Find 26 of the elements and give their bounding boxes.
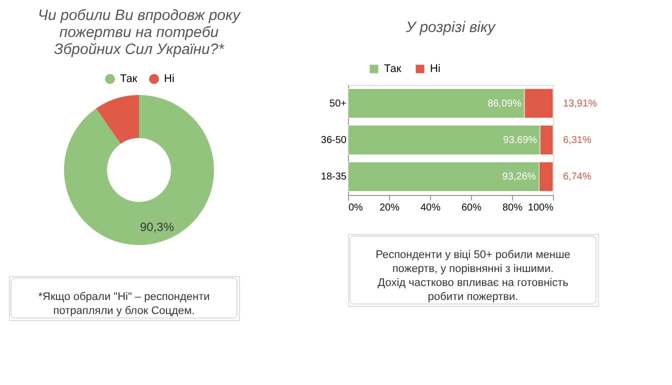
donut-slice xyxy=(64,95,214,245)
data-label: 93,69% xyxy=(503,135,538,146)
donut-slice xyxy=(96,95,139,144)
data-label: 90,3% xyxy=(140,220,174,234)
x-tick-label: 20% xyxy=(379,202,400,214)
legend-label: Так xyxy=(384,63,402,75)
data-label: 6,31% xyxy=(563,135,592,146)
legend-label: Ні xyxy=(164,73,174,85)
x-tick-label: 80% xyxy=(502,202,523,214)
data-label: 93,26% xyxy=(502,172,536,183)
data-label: 86,09% xyxy=(488,98,522,110)
legend-label: Так xyxy=(120,73,138,85)
y-tick-label: 50+ xyxy=(330,98,347,110)
x-tick-label: 100% xyxy=(528,202,554,214)
data-label: 13,91% xyxy=(563,98,598,110)
y-tick-label: 18-35 xyxy=(320,172,347,183)
chart-title: Чи робили Ви впродовж року пожертви на потреби Збройних Сил України?* xyxy=(38,7,242,58)
text: *Якщо обрали "Ні" – респонденти потрапляли у блок Соцдем. xyxy=(38,291,210,317)
legend-label: Ні xyxy=(430,63,440,75)
x-tick-label: 0% xyxy=(348,202,364,214)
x-tick-label: 40% xyxy=(420,202,441,214)
text: Респонденти у віці 50+ робили менше пожертв, у порівнянні з іншими. Дохід частково впливає на готовність робити пожертви. xyxy=(376,249,570,303)
data-label: 6,74% xyxy=(563,172,592,183)
chart-title: У розрізі віку xyxy=(404,19,497,36)
y-tick-label: 36-50 xyxy=(320,135,347,146)
x-tick-label: 60% xyxy=(461,202,482,214)
